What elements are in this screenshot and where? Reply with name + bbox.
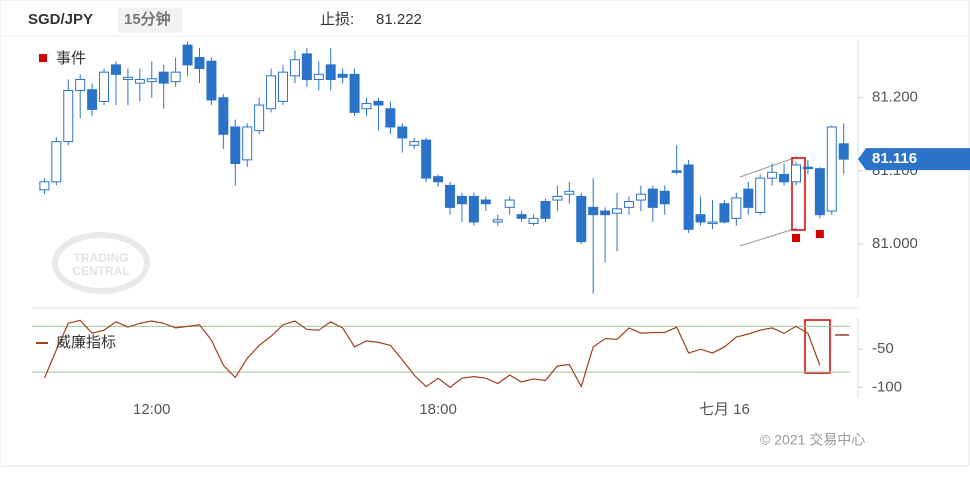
candle-body bbox=[552, 195, 563, 201]
candle-body bbox=[468, 195, 479, 223]
candle-body bbox=[767, 171, 778, 179]
candle-body bbox=[612, 208, 623, 214]
y-tick-label: -50 bbox=[872, 340, 894, 357]
stop-label: 止损: bbox=[320, 11, 354, 28]
candle-body bbox=[480, 199, 491, 205]
candle-body bbox=[337, 73, 348, 78]
candle-body bbox=[39, 181, 50, 191]
candle-body bbox=[325, 64, 336, 80]
watermark-text: CENTRAL bbox=[72, 264, 129, 278]
candle-body bbox=[266, 75, 277, 110]
event-marker bbox=[815, 230, 824, 238]
x-tick-label: 12:00 bbox=[133, 401, 171, 418]
candle-body bbox=[373, 100, 384, 106]
candle-body bbox=[588, 206, 599, 216]
candle-body bbox=[242, 126, 253, 161]
candle-body bbox=[63, 89, 74, 143]
candle-body bbox=[647, 188, 658, 208]
highlight-box bbox=[804, 319, 831, 374]
price-tag-label: 81.116 bbox=[872, 150, 917, 167]
candle-body bbox=[122, 76, 133, 80]
candle-body bbox=[802, 166, 813, 170]
candle-body bbox=[409, 141, 420, 146]
candle-body bbox=[99, 71, 110, 102]
y-tick-label: 81.200 bbox=[872, 89, 918, 106]
candle-body bbox=[182, 44, 193, 66]
candle-body bbox=[743, 188, 754, 208]
candle-body bbox=[134, 78, 145, 84]
candle-body bbox=[719, 203, 730, 223]
watermark-ring bbox=[52, 232, 150, 294]
price-tag bbox=[858, 148, 970, 171]
candle-body bbox=[421, 139, 432, 179]
legend-label: 事件 bbox=[56, 50, 86, 67]
candle-body bbox=[671, 170, 682, 173]
candle-body bbox=[826, 126, 837, 212]
candle-body bbox=[790, 164, 801, 183]
candle-body bbox=[289, 59, 300, 77]
candle-body bbox=[600, 210, 611, 216]
y-tick-label: 81.000 bbox=[872, 235, 918, 252]
candle-body bbox=[110, 64, 121, 75]
candle-body bbox=[170, 71, 181, 83]
stop-value: 81.222 bbox=[376, 11, 422, 28]
candle-body bbox=[755, 177, 766, 213]
candle-body bbox=[838, 143, 849, 160]
candle-body bbox=[313, 73, 324, 80]
candle-body bbox=[731, 197, 742, 219]
symbol: SGD/JPY bbox=[28, 11, 93, 28]
candle-body bbox=[397, 126, 408, 139]
candle-body bbox=[349, 73, 360, 113]
candle-body bbox=[301, 53, 312, 80]
candle-body bbox=[814, 168, 825, 216]
candle-body bbox=[528, 217, 539, 224]
candle-body bbox=[51, 141, 62, 183]
candle-body bbox=[564, 190, 575, 195]
candle-body bbox=[456, 195, 467, 205]
highlight-box bbox=[791, 157, 806, 231]
candle-body bbox=[516, 214, 527, 219]
candle-body bbox=[492, 219, 503, 223]
candle-body bbox=[445, 184, 456, 208]
candle-body bbox=[635, 193, 646, 201]
candle-body bbox=[504, 199, 515, 208]
x-tick-label: 七月 16 bbox=[699, 401, 750, 418]
candle-body bbox=[683, 164, 694, 230]
interval-box[interactable] bbox=[118, 8, 182, 33]
candle-body bbox=[75, 78, 86, 91]
candle-body bbox=[146, 78, 157, 83]
candle-body bbox=[385, 108, 396, 128]
candle-body bbox=[623, 201, 634, 208]
watermark-text: TRADING bbox=[74, 251, 129, 265]
candle-body bbox=[361, 103, 372, 110]
watermark: TRADING CENTRAL bbox=[52, 232, 150, 294]
candle-body bbox=[576, 195, 587, 243]
candle-body bbox=[278, 71, 288, 102]
candle-body bbox=[779, 173, 790, 183]
copyright: © 2021 交易中心 bbox=[760, 432, 865, 448]
y-tick-label: -100 bbox=[872, 378, 902, 395]
candle-body bbox=[218, 97, 229, 135]
legend-label: 威廉指标 bbox=[56, 334, 116, 351]
interval[interactable]: 15分钟 bbox=[124, 10, 171, 28]
pattern-line bbox=[739, 156, 798, 178]
candle-body bbox=[540, 201, 551, 219]
event-marker bbox=[791, 234, 800, 242]
candle-body bbox=[707, 221, 718, 224]
indicator-line bbox=[43, 319, 821, 389]
candle-body bbox=[433, 176, 444, 183]
pattern-line bbox=[739, 227, 798, 247]
candle-body bbox=[659, 190, 670, 205]
candle-body bbox=[254, 104, 265, 132]
candle-body bbox=[158, 71, 169, 84]
candle-body bbox=[695, 214, 706, 223]
legend-swatch bbox=[39, 54, 47, 62]
candle-body bbox=[206, 60, 217, 101]
candle-body bbox=[194, 57, 205, 70]
x-tick-label: 18:00 bbox=[419, 401, 457, 418]
candle-body bbox=[230, 126, 241, 165]
candle-body bbox=[87, 89, 98, 110]
